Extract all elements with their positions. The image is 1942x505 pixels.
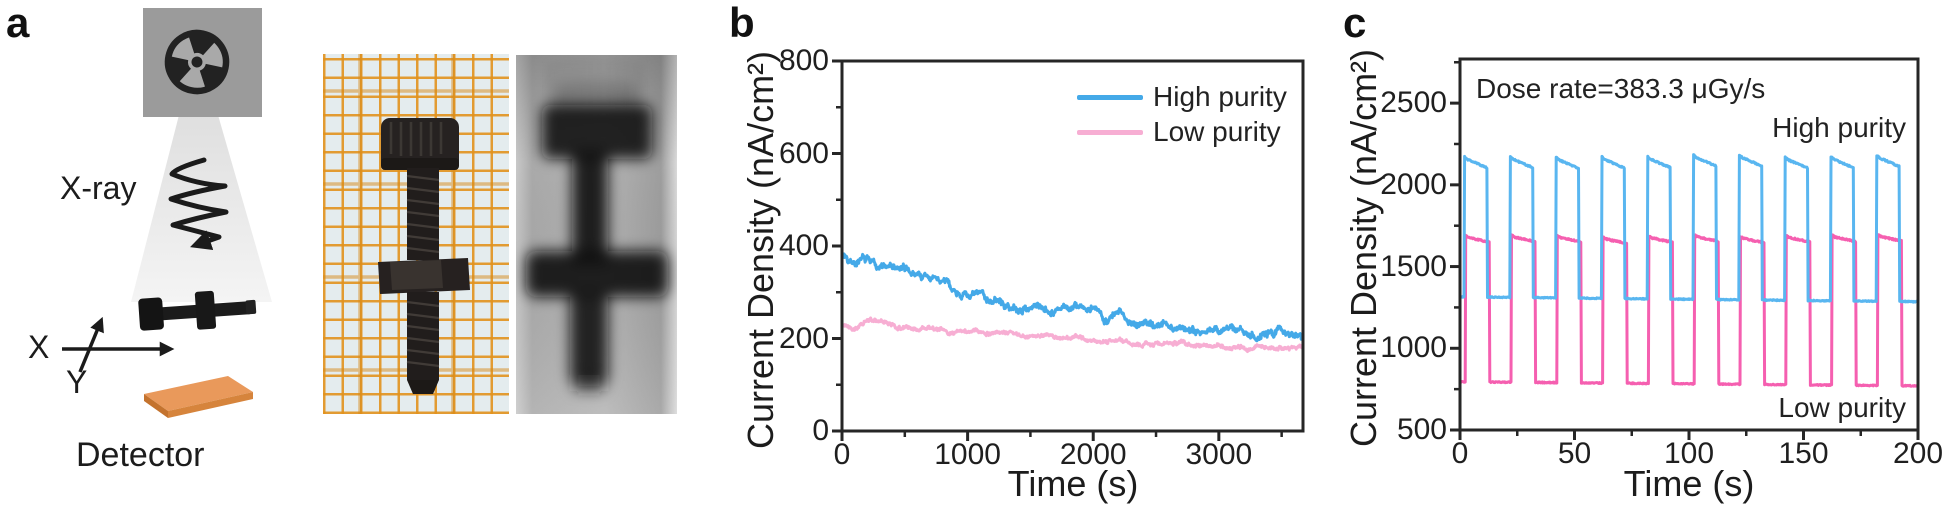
chart-c-plot-area xyxy=(1460,153,1918,388)
y-tick-label: 200 xyxy=(778,321,829,355)
axis-y-label: Y xyxy=(66,364,88,400)
axis-x-label: X xyxy=(28,329,50,365)
chart-b-y-axis-title: Current Density (nA/cm²) xyxy=(740,50,781,450)
y-tick-label: 2000 xyxy=(1380,167,1447,201)
y-tick-label: 800 xyxy=(778,44,829,77)
panel-b-label: b xyxy=(729,0,755,46)
y-tick-label: 0 xyxy=(812,414,829,447)
screw-radiograph-drawing xyxy=(516,55,677,414)
y-tick-label: 2500 xyxy=(1380,86,1447,120)
panel-a-label: a xyxy=(6,0,30,46)
legend-entry-high-purity: High purity xyxy=(1077,83,1287,111)
y-tick-label: 600 xyxy=(778,136,829,170)
chart-c-x-axis-title: Time (s) xyxy=(1623,463,1755,504)
xy-axes xyxy=(62,316,175,373)
curve-b-high-purity xyxy=(842,252,1303,343)
curve-c-low-purity xyxy=(1460,233,1918,388)
y-axis-arrow xyxy=(78,316,104,373)
sample-screw xyxy=(138,290,257,331)
xray-setup-schematic xyxy=(62,8,272,418)
screw-photo-drawing xyxy=(323,54,509,414)
legend-entry-low-purity: Low purity xyxy=(1077,118,1281,146)
x-tick-label: 1000 xyxy=(934,438,1001,471)
chart-b-x-axis-title: Time (s) xyxy=(1007,463,1139,504)
x-tick-label: 3000 xyxy=(1185,438,1253,471)
curve-c-high-purity xyxy=(1460,153,1918,304)
x-tick-label: 0 xyxy=(1451,437,1469,470)
photon-wave-arrow-icon xyxy=(168,157,229,251)
xray-label: X-ray xyxy=(60,170,137,206)
detector-label: Detector xyxy=(76,436,205,474)
y-tick-label: 400 xyxy=(778,229,829,262)
chart-c-y-axis-title: Current Density (nA/cm²) xyxy=(1343,48,1384,448)
x-tick-label: 100 xyxy=(1663,437,1715,470)
x-tick-label: 150 xyxy=(1778,437,1829,470)
chart-b-plot-area xyxy=(842,252,1303,354)
x-tick-label: 50 xyxy=(1557,437,1592,470)
y-tick-label: 500 xyxy=(1396,413,1447,446)
detector-plate xyxy=(144,376,253,418)
x-tick-label: 0 xyxy=(833,438,851,471)
y-tick-label: 1000 xyxy=(1380,331,1447,365)
curve-b-low-purity xyxy=(842,316,1303,354)
dose-rate-annotation: Dose rate=383.3 μGy/s xyxy=(1476,73,1766,104)
x-tick-label: 2000 xyxy=(1059,438,1127,471)
panel-c-label: c xyxy=(1343,0,1367,46)
legend-line-high-purity xyxy=(1077,94,1143,100)
series-label-high-purity: High purity xyxy=(1772,112,1906,143)
series-label-low-purity: Low purity xyxy=(1778,392,1906,423)
legend-line-low-purity xyxy=(1077,129,1143,135)
legend-label-high-purity: High purity xyxy=(1153,81,1287,112)
radiation-icon xyxy=(164,29,230,95)
y-tick-label: 1500 xyxy=(1380,249,1447,283)
x-tick-label: 200 xyxy=(1892,437,1942,470)
screw-photo xyxy=(323,54,509,414)
legend-label-low-purity: Low purity xyxy=(1153,116,1281,147)
screw-radiograph xyxy=(516,55,677,414)
